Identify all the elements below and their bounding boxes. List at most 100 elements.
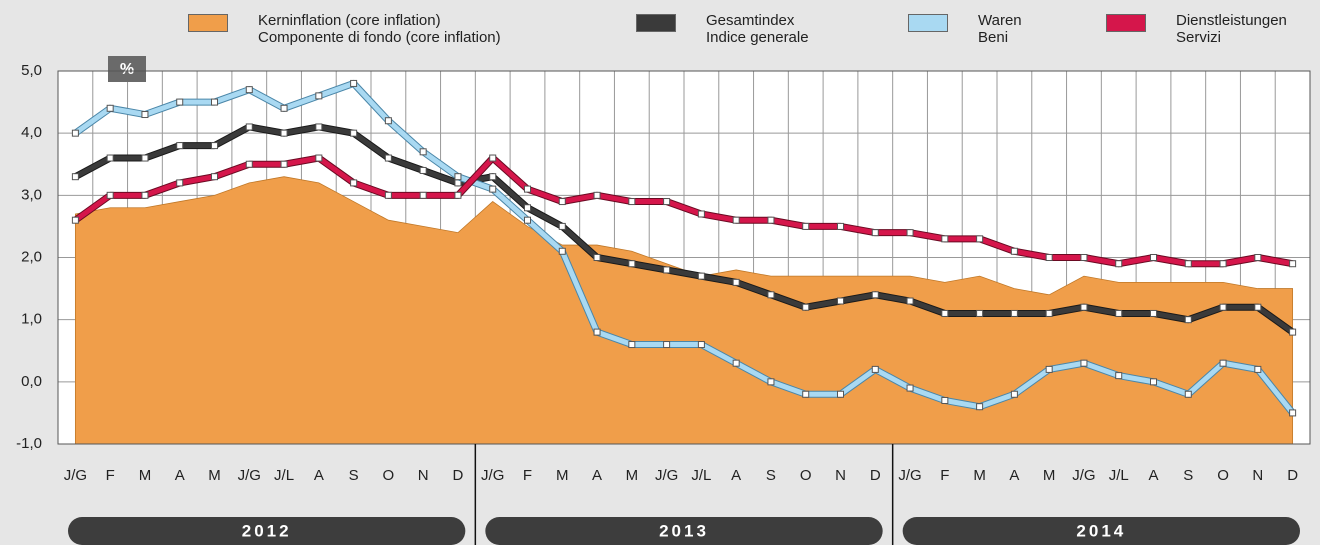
point-marker (976, 235, 984, 243)
point-marker (384, 191, 392, 199)
point-marker (71, 129, 79, 137)
point-marker (1150, 254, 1157, 261)
x-tick-label: A (1009, 467, 1019, 484)
x-tick-label: D (870, 467, 881, 484)
point-marker (280, 160, 288, 168)
legend-label: Dienstleistungen Servizi (1176, 12, 1287, 46)
legend-swatch (908, 14, 948, 32)
point-marker (663, 341, 671, 349)
year-pill (68, 517, 466, 545)
legend-item: Kerninflation (core inflation) Component… (188, 12, 501, 46)
x-tick-label: J/G (898, 467, 921, 484)
point-marker (593, 191, 601, 199)
point-marker (802, 303, 810, 311)
x-tick-label: F (523, 467, 532, 484)
point-marker (1080, 303, 1088, 311)
point-marker (1010, 247, 1018, 255)
point-marker (106, 191, 114, 199)
point-marker (697, 341, 705, 349)
point-marker (489, 185, 497, 193)
point-marker (593, 254, 601, 261)
point-marker (245, 160, 253, 168)
point-marker (1150, 309, 1157, 317)
point-marker (176, 142, 184, 150)
point-marker (211, 173, 218, 181)
point-marker (489, 154, 497, 162)
point-marker (454, 173, 462, 181)
x-tick-label: N (835, 467, 846, 484)
point-marker (315, 92, 323, 100)
x-tick-label: S (349, 467, 359, 484)
legend-item: Gesamtindex Indice generale (636, 12, 809, 46)
x-tick-label: M (208, 467, 221, 484)
point-marker (1184, 260, 1192, 268)
point-marker (1219, 303, 1227, 311)
core-area (74, 176, 1294, 445)
x-tick-label: N (1252, 467, 1263, 484)
point-marker (280, 129, 288, 137)
point-marker (767, 291, 775, 299)
point-marker (837, 390, 844, 398)
point-marker (906, 384, 914, 392)
point-marker (315, 123, 323, 131)
point-marker (211, 142, 218, 150)
point-marker (628, 260, 636, 268)
point-marker (524, 216, 531, 224)
year-pill (485, 517, 883, 545)
point-marker (732, 278, 740, 286)
point-marker (802, 390, 810, 398)
x-tick-label: S (766, 467, 776, 484)
point-marker (628, 341, 636, 349)
y-tick-label: 1,0 (21, 311, 42, 328)
point-marker (1254, 303, 1262, 311)
point-marker (802, 222, 810, 230)
point-marker (941, 309, 949, 317)
point-marker (1289, 328, 1297, 336)
legend-item: Waren Beni (908, 12, 1022, 46)
point-marker (71, 216, 79, 224)
x-tick-label: N (418, 467, 429, 484)
point-marker (315, 154, 323, 162)
point-marker (1150, 378, 1157, 386)
x-tick-label: A (1148, 467, 1158, 484)
x-tick-label: J/G (655, 467, 678, 484)
point-marker (419, 191, 427, 199)
point-marker (593, 328, 601, 336)
point-marker (732, 216, 740, 224)
point-marker (1045, 365, 1053, 373)
x-tick-label: M (626, 467, 639, 484)
point-marker (384, 154, 392, 162)
point-marker (419, 166, 427, 174)
legend-swatch (1106, 14, 1146, 32)
point-marker (245, 123, 253, 131)
x-tick-label: J/G (238, 467, 261, 484)
year-label: 2014 (1076, 521, 1126, 540)
point-marker (141, 111, 149, 119)
point-marker (941, 235, 949, 243)
legend-label: Kerninflation (core inflation) Component… (258, 12, 501, 46)
point-marker (384, 117, 392, 125)
point-marker (176, 179, 184, 187)
point-marker (1219, 260, 1227, 268)
x-tick-label: M (973, 467, 986, 484)
x-tick-label: M (139, 467, 152, 484)
point-marker (697, 210, 705, 218)
year-label: 2012 (242, 521, 292, 540)
point-marker (1254, 365, 1262, 373)
point-marker (419, 148, 427, 156)
point-marker (1010, 390, 1018, 398)
point-marker (1045, 309, 1053, 317)
point-marker (1289, 409, 1297, 417)
legend-swatch (636, 14, 676, 32)
point-marker (141, 191, 149, 199)
point-marker (1045, 254, 1053, 261)
point-marker (1254, 254, 1262, 261)
year-label: 2013 (659, 521, 709, 540)
point-marker (732, 359, 740, 367)
x-tick-label: S (1183, 467, 1193, 484)
point-marker (1184, 316, 1192, 324)
y-tick-label: 3,0 (21, 186, 42, 203)
y-tick-label: 0,0 (21, 373, 42, 390)
